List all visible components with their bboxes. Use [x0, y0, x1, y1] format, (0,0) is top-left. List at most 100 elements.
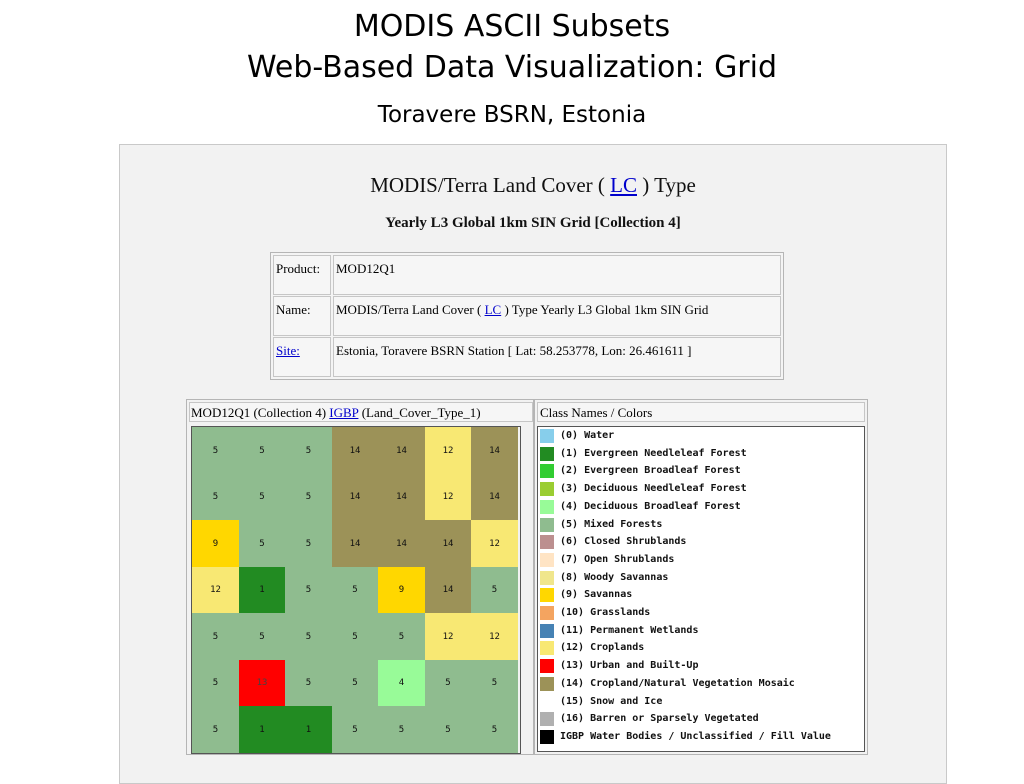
grid-table: MOD12Q1 (Collection 4) IGBP (Land_Cover_… — [186, 399, 534, 755]
grid-header: MOD12Q1 (Collection 4) IGBP (Land_Cover_… — [189, 402, 533, 422]
info-row-name: Name: MODIS/Terra Land Cover ( LC ) Type… — [273, 296, 781, 336]
content-panel: MODIS/Terra Land Cover ( LC ) Type Yearl… — [119, 144, 947, 784]
grid-cell: 1 — [238, 566, 286, 614]
legend-item: (11) Permanent Wetlands — [539, 622, 864, 640]
legend-item: (4) Deciduous Broadleaf Forest — [539, 498, 864, 516]
grid-cell: 14 — [471, 473, 518, 521]
legend-label: (15) Snow and Ice — [560, 695, 663, 707]
legend-label: (14) Cropland/Natural Vegetation Mosaic — [560, 677, 795, 689]
igbp-link[interactable]: IGBP — [329, 405, 359, 420]
legend-label: (8) Woody Savannas — [560, 571, 669, 583]
grid-cell: 5 — [331, 613, 379, 660]
grid-cell: 5 — [378, 613, 425, 660]
grid-cell: 12 — [424, 473, 472, 521]
grid-cell: 14 — [378, 520, 425, 567]
legend-item: IGBP Water Bodies / Unclassified / Fill … — [539, 728, 864, 746]
grid-cell: 5 — [285, 566, 332, 614]
name-lc-link[interactable]: LC — [484, 302, 502, 317]
legend-swatch — [539, 516, 555, 533]
legend-label: (7) Open Shrublands — [560, 553, 675, 565]
info-row-product: Product: MOD12Q1 — [273, 255, 781, 295]
grid-cell: 5 — [192, 613, 239, 660]
class-legend: (0) Water (1) Evergreen Needleleaf Forest… — [537, 426, 865, 752]
legend-label: (11) Permanent Wetlands — [560, 624, 699, 636]
legend-label: (4) Deciduous Broadleaf Forest — [560, 500, 741, 512]
name-value: MODIS/Terra Land Cover ( LC ) Type Yearl… — [333, 296, 781, 336]
grid-cell: 5 — [285, 473, 332, 521]
grid-cell: 5 — [238, 473, 286, 521]
legend-swatch — [539, 693, 555, 710]
product-key: Product: — [273, 255, 331, 295]
legend-swatch — [539, 728, 555, 745]
grid-cell: 14 — [378, 427, 425, 474]
grid-cell: 5 — [331, 566, 379, 614]
legend-item: (5) Mixed Forests — [539, 516, 864, 534]
grid-cell: 5 — [238, 520, 286, 567]
grid-cell: 1 — [285, 706, 332, 753]
legend-swatch — [539, 587, 555, 604]
site-key: Site: — [273, 337, 331, 377]
grid-cell: 9 — [378, 566, 425, 614]
info-row-site: Site: Estonia, Toravere BSRN Station [ L… — [273, 337, 781, 377]
grid-cell: 14 — [471, 427, 518, 474]
legend-swatch — [539, 428, 555, 444]
grid-cell: 5 — [471, 706, 518, 753]
grid-cell: 14 — [424, 520, 472, 567]
grid-cell: 14 — [424, 566, 472, 614]
legend-label: (3) Deciduous Needleleaf Forest — [560, 483, 747, 495]
legend-item: (6) Closed Shrublands — [539, 534, 864, 551]
grid-cell: 5 — [424, 659, 472, 707]
legend-label: (16) Barren or Sparsely Vegetated — [560, 713, 759, 725]
legend-label: (1) Evergreen Needleleaf Forest — [560, 447, 747, 459]
legend-swatch — [539, 481, 555, 498]
grid-cell: 5 — [238, 427, 286, 474]
grid-cell: 5 — [424, 706, 472, 753]
legend-item: (0) Water — [539, 428, 864, 445]
grid-cell: 4 — [378, 659, 425, 707]
legend-item: (8) Woody Savannas — [539, 569, 864, 587]
legend-swatch — [539, 463, 555, 480]
legend-swatch — [539, 675, 555, 692]
legend-item: (2) Evergreen Broadleaf Forest — [539, 463, 864, 480]
legend-item: (16) Barren or Sparsely Vegetated — [539, 711, 864, 728]
lc-link[interactable]: LC — [610, 173, 637, 197]
legend-label: (9) Savannas — [560, 589, 633, 601]
grid-cell: 12 — [424, 427, 472, 474]
legend-swatch — [539, 445, 555, 462]
legend-item: (7) Open Shrublands — [539, 551, 864, 569]
legend-item: (9) Savannas — [539, 587, 864, 604]
grid-cell: 12 — [424, 613, 472, 660]
product-info-table: Product: MOD12Q1 Name: MODIS/Terra Land … — [270, 252, 784, 380]
legend-item: (14) Cropland/Natural Vegetation Mosaic — [539, 675, 864, 693]
legend-item: (15) Snow and Ice — [539, 693, 864, 711]
legend-swatch — [539, 658, 555, 675]
product-subheading: Yearly L3 Global 1km SIN Grid [Collectio… — [385, 215, 681, 231]
grid-cell: 5 — [331, 659, 379, 707]
legend-swatch — [539, 569, 555, 586]
grid-cell: 14 — [331, 427, 379, 474]
product-value: MOD12Q1 — [333, 255, 781, 295]
slide-title-line1: MODIS ASCII Subsets — [353, 9, 671, 44]
slide-subtitle: Toravere BSRN, Estonia — [377, 102, 647, 128]
grid-cell: 14 — [331, 473, 379, 521]
grid-cell: 5 — [331, 706, 379, 753]
grid-cell: 5 — [285, 613, 332, 660]
legend-label: (5) Mixed Forests — [560, 518, 663, 530]
grid-cell: 5 — [378, 706, 425, 753]
legend-label: (10) Grasslands — [560, 607, 651, 618]
grid-cell: 5 — [285, 659, 332, 707]
grid-cell: 5 — [192, 427, 239, 474]
legend-label: (0) Water — [560, 430, 615, 441]
legend-item: (13) Urban and Built-Up — [539, 658, 864, 675]
legend-swatch — [539, 534, 555, 551]
land-cover-grid: 5 5 5 14 14 12 14 5 5 5 14 14 12 14 9 5 5 14 14 14 12 12 1 5 5 9 1… — [191, 426, 521, 754]
site-link[interactable]: Site: — [276, 343, 300, 358]
grid-cell: 1 — [238, 706, 286, 753]
legend-item: (1) Evergreen Needleleaf Forest — [539, 445, 864, 463]
legend-swatch — [539, 622, 555, 639]
grid-cell: 5 — [285, 520, 332, 567]
grid-cell: 12 — [471, 520, 518, 567]
legend-table: Class Names / Colors (0) Water (1) Evergr… — [534, 399, 868, 755]
legend-item: (10) Grasslands — [539, 605, 864, 622]
grid-cell: 13 — [238, 659, 286, 707]
